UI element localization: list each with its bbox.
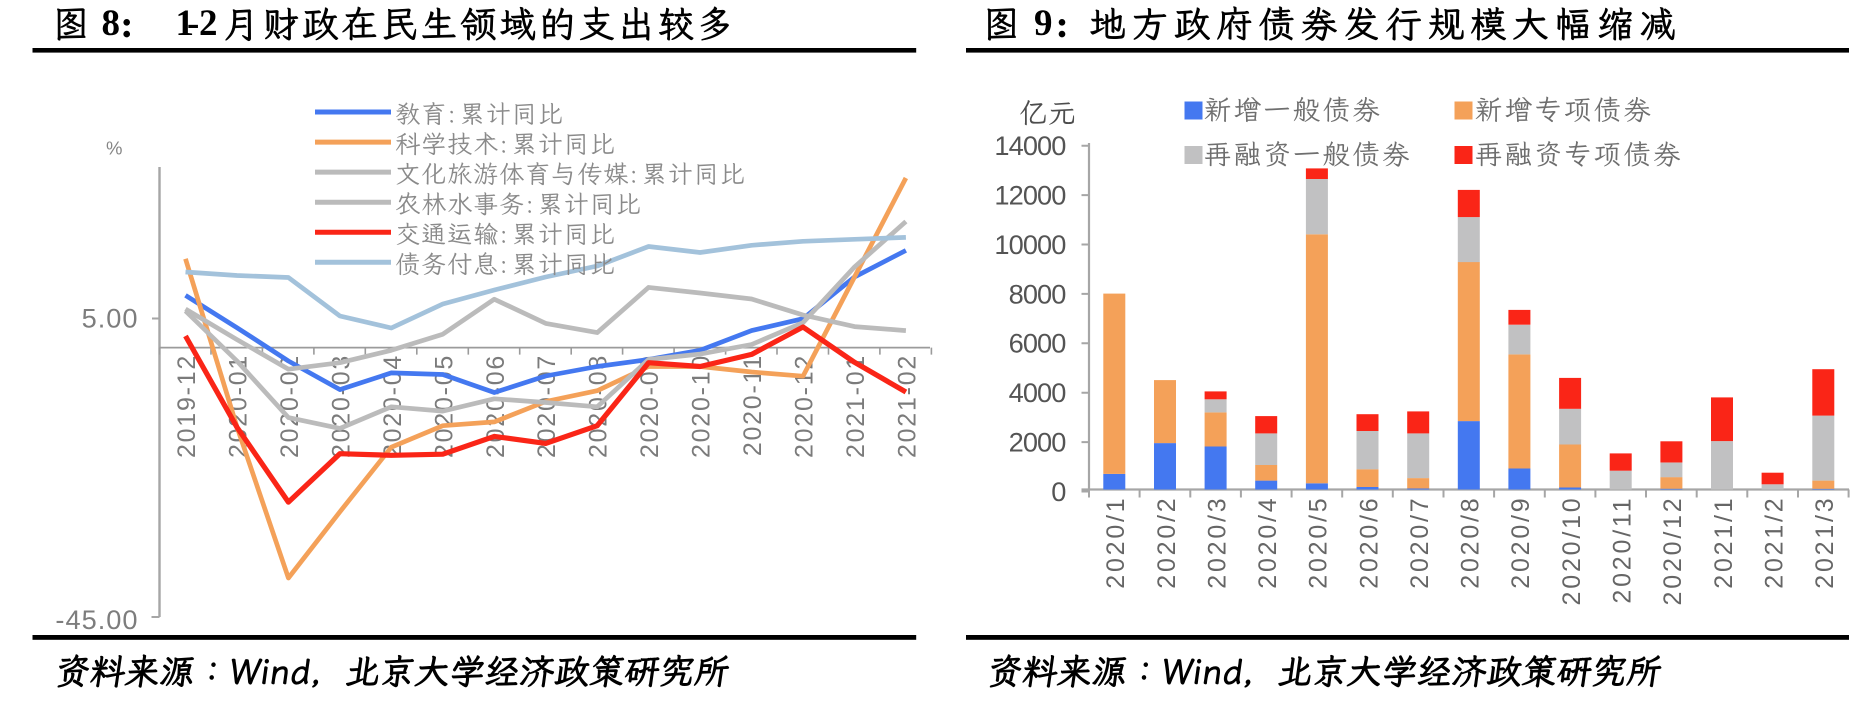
svg-text:2020/10: 2020/10 — [1558, 496, 1586, 606]
svg-text:6000: 6000 — [1009, 328, 1067, 359]
svg-text:2020-06: 2020-06 — [482, 354, 510, 458]
svg-text:2021/3: 2021/3 — [1811, 496, 1839, 589]
svg-text:2020-03: 2020-03 — [327, 354, 355, 458]
svg-text:2020/3: 2020/3 — [1203, 496, 1231, 589]
svg-text:5.00: 5.00 — [82, 303, 139, 334]
svg-text:2021-02: 2021-02 — [893, 354, 921, 458]
svg-text:1-2: 1-2 — [176, 3, 218, 44]
svg-text:9: 9 — [1034, 3, 1053, 44]
svg-text:2020/5: 2020/5 — [1305, 496, 1333, 589]
svg-text:2020/8: 2020/8 — [1457, 496, 1485, 589]
svg-text:2000: 2000 — [1009, 427, 1067, 458]
svg-text:8: 8 — [102, 3, 121, 44]
svg-text:2020/11: 2020/11 — [1609, 496, 1637, 604]
svg-text:2020/7: 2020/7 — [1406, 496, 1434, 589]
svg-text:0: 0 — [1051, 476, 1066, 507]
svg-text:2020-05: 2020-05 — [430, 354, 458, 458]
svg-text:2020/12: 2020/12 — [1659, 496, 1687, 606]
svg-text:2021/1: 2021/1 — [1710, 496, 1738, 589]
svg-text:-45.00: -45.00 — [55, 604, 138, 635]
svg-text:2020/9: 2020/9 — [1507, 496, 1535, 589]
svg-text:8000: 8000 — [1009, 278, 1067, 309]
svg-text:%: % — [106, 138, 122, 159]
svg-text:2020/1: 2020/1 — [1102, 496, 1130, 589]
svg-text:12000: 12000 — [994, 180, 1066, 211]
svg-text:2020/2: 2020/2 — [1153, 496, 1181, 589]
svg-text:2020/4: 2020/4 — [1254, 496, 1282, 589]
svg-text:14000: 14000 — [994, 130, 1066, 161]
svg-text:2019-12: 2019-12 — [173, 354, 201, 458]
svg-text:2020/6: 2020/6 — [1355, 496, 1383, 589]
svg-text:10000: 10000 — [994, 229, 1066, 260]
svg-text:2020-10: 2020-10 — [688, 354, 716, 458]
svg-text:4000: 4000 — [1009, 377, 1067, 408]
svg-text:2021/2: 2021/2 — [1760, 496, 1788, 589]
